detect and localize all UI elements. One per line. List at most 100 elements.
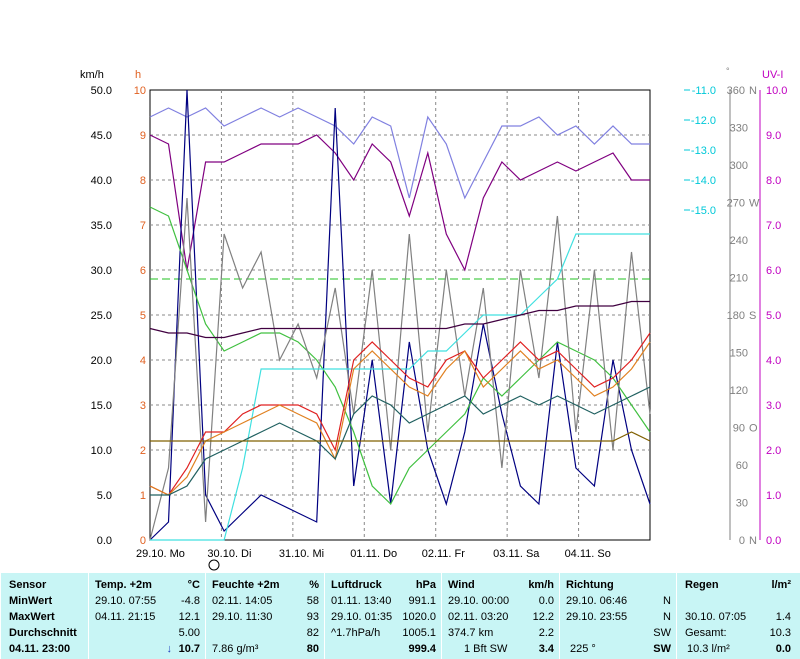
hum-min-value: 58 [306, 595, 319, 607]
rain-max-time: 30.10. 07:05 [685, 611, 747, 623]
col-temp: Temp. +2m °C 29.10. 07:55 -4.8 04.11. 21:1… [88, 573, 206, 659]
uvi-tick-label: 0.0 [766, 535, 781, 547]
press-now-value: 999.4 [408, 643, 436, 655]
press-min-value: 991.1 [408, 595, 436, 607]
series-line-8 [150, 386, 651, 496]
header-humidity-unit: % [309, 579, 319, 591]
dir-now-value: SW [653, 643, 671, 655]
label-min: MinWert [9, 595, 53, 607]
temp-tick-label: -11.0 [692, 85, 716, 97]
series-line-6 [149, 332, 651, 496]
uvi-tick-label: 7.0 [766, 220, 781, 232]
weather-chart: 29.10. Mo 30.10. Di 31.10. Mi 01.11. Do 02.1… [80, 66, 787, 571]
chart-axes: 29.10. Mo 30.10. Di 31.10. Mi 01.11. Do 02.1… [80, 66, 787, 571]
x-tick-label: 03.11. Sa [493, 548, 540, 560]
kmh-tick-label: 30.0 [91, 265, 112, 277]
hours-tick-label: 8 [140, 175, 146, 187]
wind-avg-value: 2.2 [538, 627, 554, 639]
uvi-tick-label: 5.0 [766, 310, 781, 322]
x-tick-label: 29.10. Mo [136, 548, 185, 560]
kmh-tick-label: 45.0 [91, 130, 112, 142]
degrees-tick-label: 240 [730, 235, 748, 247]
degrees-tick-label: 270 [727, 198, 745, 210]
series-line-10 [149, 300, 650, 339]
dir-max-time: 29.10. 23:55 [566, 611, 628, 623]
kmh-tick-label: 35.0 [91, 220, 112, 232]
series-line-3 [149, 206, 651, 505]
degrees-tick-label: 90 [733, 423, 745, 435]
dir-min-time: 29.10. 06:46 [566, 595, 628, 607]
header-temp-unit: °C [187, 579, 200, 591]
hum-avg-value: 82 [306, 627, 319, 639]
uvi-tick-label: 8.0 [766, 175, 781, 187]
chart-grid [149, 89, 651, 541]
hours-tick-label: 6 [140, 265, 146, 277]
label-avg: Durchschnitt [9, 627, 77, 639]
hours-tick-label: 10 [134, 85, 146, 97]
hours-tick-label: 4 [140, 355, 146, 367]
hum-max-time: 29.10. 11:30 [212, 611, 273, 623]
temp-tick-label: -15.0 [691, 205, 716, 217]
kmh-tick-label: 5.0 [97, 490, 112, 502]
hours-tick-label: 3 [140, 400, 146, 412]
temp-max-value: 12.1 [178, 611, 200, 623]
wind-max-value: 12.2 [532, 611, 554, 623]
hours-tick-label: 0 [140, 535, 146, 547]
wind-now-bft: 1 Bft SW [464, 643, 508, 655]
header-rain-unit: l/m² [771, 579, 791, 591]
uvi-tick-label: 2.0 [766, 445, 781, 457]
header-direction: Richtung [566, 579, 614, 591]
header-humidity: Feuchte +2m [212, 579, 280, 591]
wind-distance: 374.7 km [448, 627, 494, 639]
label-now: 04.11. 23:00 [9, 643, 71, 655]
temp-min-value: -4.8 [181, 595, 200, 607]
degrees-tick-label: 30 [736, 498, 748, 510]
hours-tick-label: 7 [140, 220, 146, 232]
stats-table: Sensor MinWert MaxWert Durchschnitt 04.1… [0, 573, 800, 659]
kmh-tick-label: 40.0 [91, 175, 112, 187]
time-marker-icon [208, 559, 220, 571]
kmh-tick-label: 20.0 [91, 355, 112, 367]
degrees-tick-label: 60 [736, 460, 748, 472]
degrees-tick-label: 180 [727, 310, 745, 322]
header-sensor: Sensor [9, 579, 47, 591]
direction-label: N [749, 85, 757, 97]
header-pressure-unit: hPa [415, 579, 436, 591]
dir-avg-value: SW [653, 627, 671, 639]
temp-tick-label: -12.0 [691, 115, 716, 127]
wind-min-time: 29.10. 00:00 [448, 595, 510, 607]
header-wind-unit: km/h [528, 579, 554, 591]
series-line-9 [150, 431, 651, 442]
uvi-tick-label: 4.0 [766, 355, 781, 367]
hum-max-value: 93 [306, 611, 319, 623]
col-pressure: Luftdruck hPa 01.11. 13:40 991.1 29.10. 01… [324, 573, 442, 659]
uvi-tick-label: 10.0 [766, 85, 787, 97]
series-line-7 [149, 341, 651, 496]
x-tick-label: 01.11. Do [350, 548, 397, 560]
series-line-1 [149, 134, 650, 272]
x-tick-label: 04.11. So [565, 548, 611, 560]
dir-now-degrees: 225 ° [570, 643, 596, 655]
rain-now-value: 0.0 [775, 643, 791, 655]
axis-unit-hours: h [135, 69, 141, 81]
degrees-tick-label: 120 [730, 385, 748, 397]
hum-now-abs: 7.86 g/m³ [212, 643, 259, 655]
temp-min-time: 29.10. 07:55 [95, 595, 157, 607]
temp-tick-label: -14.0 [691, 175, 716, 187]
header-rain: Regen [685, 579, 719, 591]
uvi-tick-label: 6.0 [766, 265, 781, 277]
axis-unit-kmh: km/h [80, 69, 104, 81]
wind-now-value: 3.4 [538, 643, 554, 655]
press-max-time: 29.10. 01:35 [331, 611, 393, 623]
chart-series [149, 89, 651, 541]
degrees-tick-label: 150 [730, 348, 748, 360]
uvi-tick-label: 1.0 [766, 490, 781, 502]
direction-label: S [749, 310, 756, 322]
header-temp: Temp. +2m [95, 579, 152, 591]
series-line-4 [149, 197, 651, 541]
col-sensor: Sensor MinWert MaxWert Durchschnitt 04.1… [0, 573, 89, 659]
arrow-down-icon: ↓ [166, 643, 173, 655]
rain-total-label: Gesamt: [685, 627, 727, 639]
x-tick-label: 31.10. Mi [279, 548, 324, 560]
axis-unit-uvi: UV-I [762, 69, 783, 81]
